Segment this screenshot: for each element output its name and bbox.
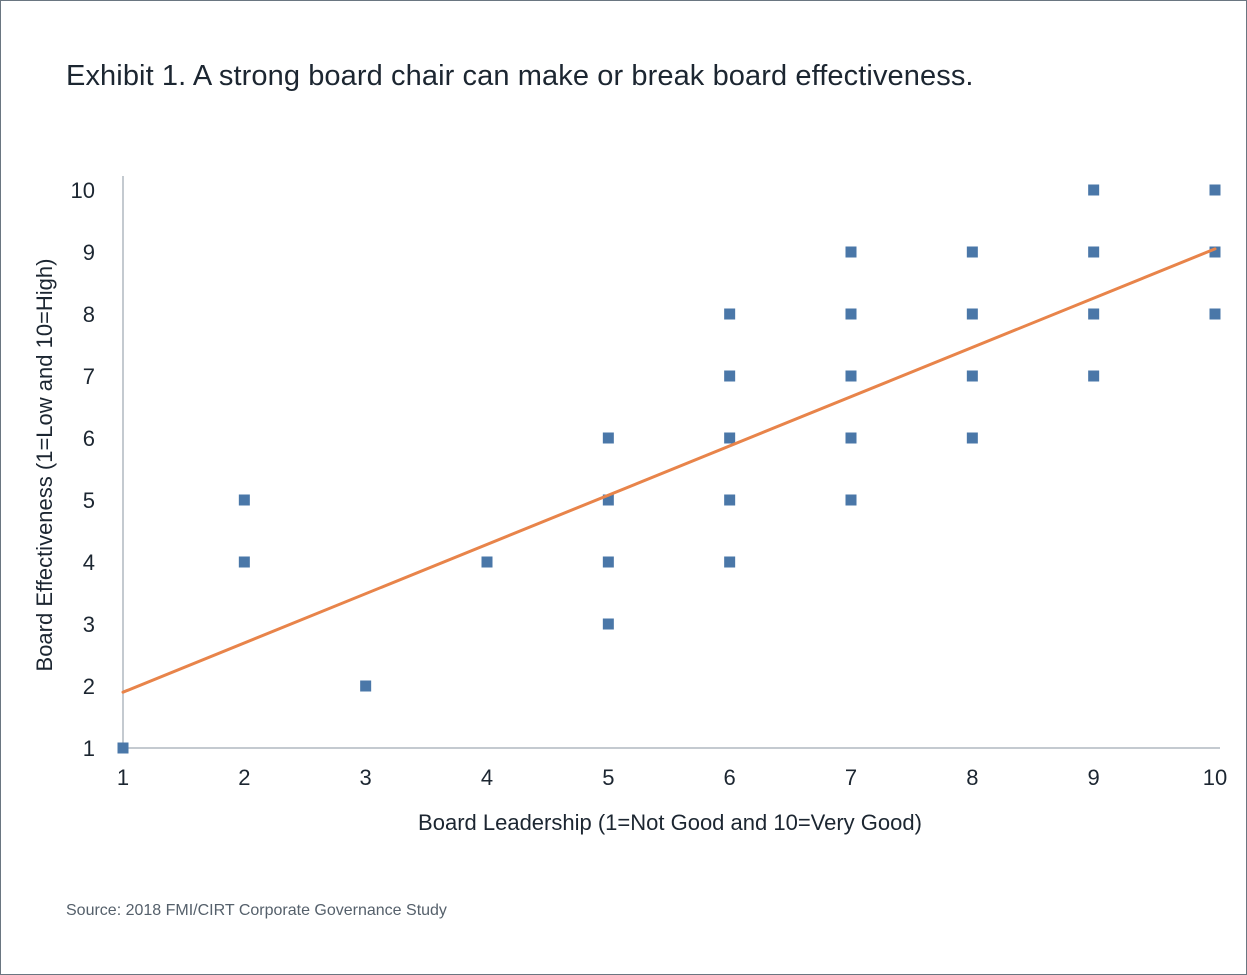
x-tick-label: 5 bbox=[602, 765, 614, 790]
data-point bbox=[238, 494, 250, 506]
y-tick-label: 6 bbox=[83, 426, 95, 451]
x-tick-label: 2 bbox=[238, 765, 250, 790]
axes bbox=[122, 176, 1220, 749]
data-point bbox=[602, 556, 614, 568]
data-point bbox=[602, 494, 614, 506]
data-point bbox=[1088, 308, 1100, 320]
x-tick-label: 7 bbox=[845, 765, 857, 790]
trendline-group bbox=[121, 247, 1217, 694]
data-point bbox=[1209, 246, 1221, 258]
y-tick-label: 3 bbox=[83, 612, 95, 637]
y-tick-label: 1 bbox=[83, 736, 95, 761]
chart-title: Exhibit 1. A strong board chair can make… bbox=[66, 60, 974, 92]
data-point bbox=[966, 432, 978, 444]
data-point bbox=[238, 556, 250, 568]
data-point bbox=[481, 556, 493, 568]
y-tick-label: 9 bbox=[83, 240, 95, 265]
x-tick-label: 1 bbox=[117, 765, 129, 790]
data-point bbox=[724, 494, 736, 506]
data-point bbox=[724, 308, 736, 320]
y-tick-label: 10 bbox=[71, 178, 95, 203]
data-point bbox=[724, 370, 736, 382]
x-tick-label: 10 bbox=[1203, 765, 1227, 790]
x-tick-labels: 1 2 3 4 5 6 7 8 9 10 bbox=[117, 765, 1227, 790]
data-points bbox=[117, 184, 1221, 754]
data-point bbox=[1088, 184, 1100, 196]
y-tick-label: 2 bbox=[83, 674, 95, 699]
data-point bbox=[1209, 184, 1221, 196]
trendline bbox=[121, 247, 1217, 694]
data-point bbox=[724, 556, 736, 568]
x-tick-label: 3 bbox=[360, 765, 372, 790]
data-point bbox=[966, 246, 978, 258]
data-point bbox=[845, 246, 857, 258]
data-point bbox=[845, 308, 857, 320]
y-tick-labels: 1 2 3 4 5 6 7 8 9 10 bbox=[71, 178, 95, 761]
y-tick-label: 7 bbox=[83, 364, 95, 389]
data-point bbox=[845, 432, 857, 444]
data-point bbox=[117, 742, 129, 754]
y-tick-label: 4 bbox=[83, 550, 95, 575]
data-point bbox=[602, 432, 614, 444]
y-tick-label: 8 bbox=[83, 302, 95, 327]
y-axis-title: Board Effectiveness (1=Low and 10=High) bbox=[32, 259, 57, 672]
data-point bbox=[845, 370, 857, 382]
data-point bbox=[966, 370, 978, 382]
x-tick-label: 8 bbox=[966, 765, 978, 790]
data-point bbox=[845, 494, 857, 506]
x-tick-label: 9 bbox=[1088, 765, 1100, 790]
data-point bbox=[1088, 370, 1100, 382]
y-tick-label: 5 bbox=[83, 488, 95, 513]
x-axis-title: Board Leadership (1=Not Good and 10=Very… bbox=[418, 810, 922, 835]
x-tick-label: 4 bbox=[481, 765, 493, 790]
data-point bbox=[602, 618, 614, 630]
source-note: Source: 2018 FMI/CIRT Corporate Governan… bbox=[66, 902, 447, 919]
data-point bbox=[1088, 246, 1100, 258]
data-point bbox=[724, 432, 736, 444]
data-point bbox=[966, 308, 978, 320]
data-point bbox=[360, 680, 372, 692]
data-point bbox=[1209, 308, 1221, 320]
x-tick-label: 6 bbox=[724, 765, 736, 790]
